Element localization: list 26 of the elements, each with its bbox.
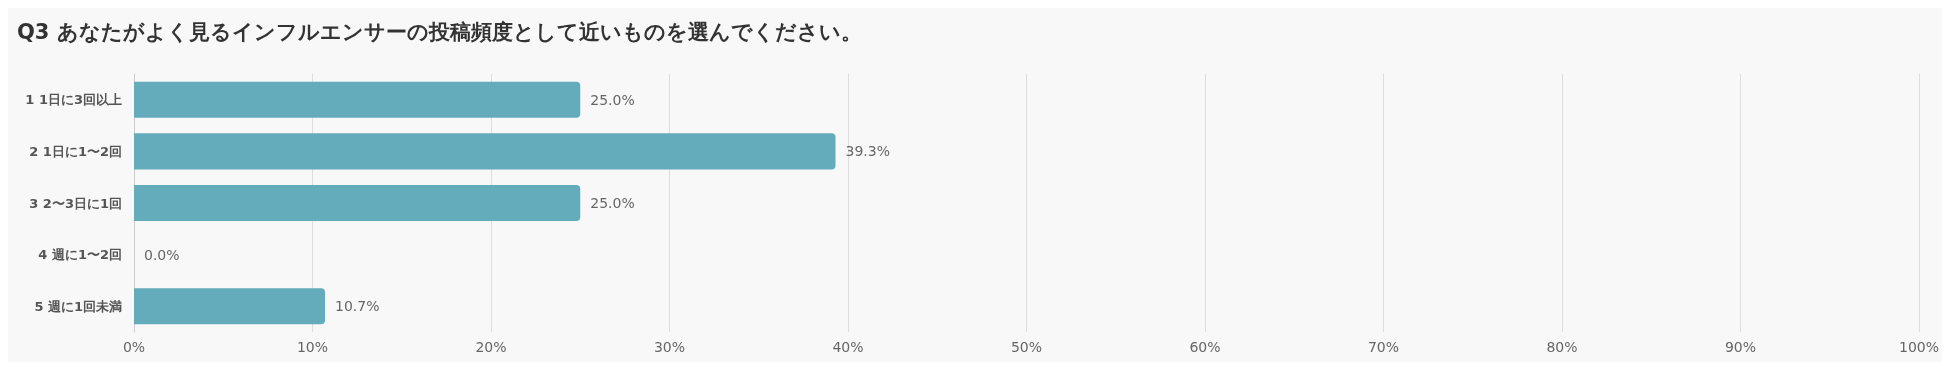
x-tick-label: 70% bbox=[1367, 339, 1400, 355]
data-label: 10.7% bbox=[334, 298, 380, 315]
x-tick-label: 100% bbox=[1898, 339, 1939, 355]
x-tick-label: 60% bbox=[1189, 339, 1221, 355]
bar bbox=[134, 184, 581, 222]
data-label: 25.0% bbox=[590, 91, 635, 108]
data-label: 25.0% bbox=[590, 195, 635, 211]
bar bbox=[134, 81, 581, 118]
bar bbox=[134, 288, 325, 325]
x-tick-label: 10% bbox=[296, 339, 329, 355]
x-tick-label: 30% bbox=[653, 339, 686, 355]
x-tick-label: 50% bbox=[1010, 339, 1043, 355]
data-label: 0.0% bbox=[144, 246, 180, 263]
y-tick-label: 2 1日に1〜2回 bbox=[29, 143, 122, 159]
x-tick-label: 40% bbox=[832, 339, 864, 355]
chart-title: Q3 あなたがよく見るインフルエンサーの投稿頻度として近いものを選んでください。 bbox=[17, 19, 862, 44]
y-tick-label: 1 1日に3回以上 bbox=[25, 92, 122, 108]
x-tick-label: 20% bbox=[475, 339, 507, 355]
x-tick-label: 80% bbox=[1546, 339, 1578, 355]
data-label: 39.3% bbox=[845, 143, 890, 160]
y-tick-label: 3 2〜3日に1回 bbox=[29, 195, 122, 211]
y-tick-label: 4 週に1〜2回 bbox=[38, 247, 122, 263]
bar bbox=[134, 133, 836, 170]
x-tick-label: 0% bbox=[122, 339, 146, 355]
y-tick-label: 5 週に1回未満 bbox=[34, 298, 122, 314]
x-tick-label: 90% bbox=[1724, 339, 1757, 355]
